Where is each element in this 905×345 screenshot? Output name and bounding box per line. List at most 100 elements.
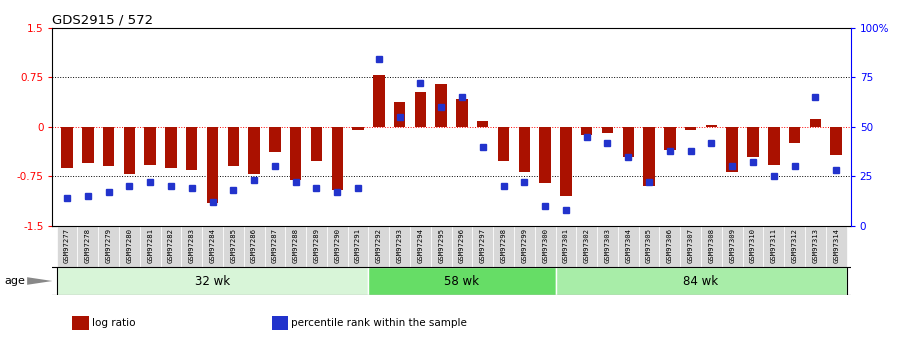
Text: GSM97285: GSM97285 [231, 228, 236, 263]
Bar [202, 226, 223, 267]
Text: GSM97289: GSM97289 [313, 228, 319, 263]
Bar [498, 127, 510, 161]
Text: percentile rank within the sample: percentile rank within the sample [291, 318, 467, 328]
Bar [331, 127, 343, 190]
Text: GSM97305: GSM97305 [646, 228, 653, 263]
Bar [618, 226, 639, 267]
Bar [727, 127, 738, 172]
Bar [805, 226, 825, 267]
Text: GSM97301: GSM97301 [563, 228, 569, 263]
Text: GSM97311: GSM97311 [771, 228, 776, 263]
Text: GSM97288: GSM97288 [292, 228, 299, 263]
Text: GSM97303: GSM97303 [605, 228, 611, 263]
Bar [410, 226, 431, 267]
Text: GSM97298: GSM97298 [500, 228, 507, 263]
Bar [228, 127, 239, 167]
Text: GSM97284: GSM97284 [210, 228, 215, 263]
Text: GSM97308: GSM97308 [709, 228, 714, 263]
Bar [57, 267, 368, 295]
Bar [810, 119, 821, 127]
Text: 32 wk: 32 wk [195, 275, 230, 288]
Bar [535, 226, 556, 267]
Text: GSM97280: GSM97280 [127, 228, 132, 263]
Bar [825, 226, 846, 267]
Bar [306, 226, 327, 267]
Bar [269, 127, 281, 152]
Text: GSM97306: GSM97306 [667, 228, 672, 263]
Bar [186, 127, 197, 170]
Bar [743, 226, 764, 267]
Bar [514, 226, 535, 267]
Text: GSM97295: GSM97295 [438, 228, 444, 263]
Bar [706, 126, 717, 127]
Bar [119, 226, 139, 267]
Text: GSM97277: GSM97277 [64, 228, 70, 263]
Text: GDS2915 / 572: GDS2915 / 572 [52, 13, 154, 27]
Text: GSM97281: GSM97281 [148, 228, 153, 263]
Text: GSM97309: GSM97309 [729, 228, 735, 263]
Bar [139, 226, 160, 267]
Bar [681, 226, 701, 267]
Bar [519, 127, 530, 172]
Bar [352, 127, 364, 130]
Bar [243, 226, 264, 267]
Text: GSM97302: GSM97302 [584, 228, 590, 263]
Bar [414, 92, 426, 127]
Bar [248, 127, 260, 175]
Bar [290, 127, 301, 180]
Bar [264, 226, 285, 267]
Bar [597, 226, 618, 267]
Text: GSM97313: GSM97313 [813, 228, 818, 263]
Bar [660, 226, 681, 267]
Bar [556, 267, 846, 295]
Bar [62, 127, 72, 168]
Text: GSM97279: GSM97279 [106, 228, 111, 263]
Bar [166, 127, 176, 168]
Text: GSM97282: GSM97282 [168, 228, 174, 263]
Bar [431, 226, 452, 267]
Bar [602, 127, 614, 134]
Bar [452, 226, 472, 267]
Bar [664, 127, 675, 150]
Bar [493, 226, 514, 267]
Text: GSM97299: GSM97299 [521, 228, 528, 263]
Bar [722, 226, 743, 267]
Bar [207, 127, 218, 203]
Bar [368, 267, 556, 295]
Bar [685, 127, 696, 130]
Text: GSM97293: GSM97293 [396, 228, 403, 263]
Text: GSM97296: GSM97296 [459, 228, 465, 263]
Bar [768, 127, 779, 165]
Text: GSM97304: GSM97304 [625, 228, 632, 263]
Text: GSM97278: GSM97278 [85, 228, 90, 263]
Bar [831, 127, 842, 155]
Text: GSM97291: GSM97291 [355, 228, 361, 263]
Text: GSM97290: GSM97290 [334, 228, 340, 263]
Bar [748, 127, 758, 157]
Bar [576, 226, 597, 267]
Text: log ratio: log ratio [92, 318, 136, 328]
Bar [539, 127, 551, 183]
Bar [99, 226, 119, 267]
Text: GSM97294: GSM97294 [417, 228, 424, 263]
Bar [472, 226, 493, 267]
Bar [223, 226, 243, 267]
Bar [348, 226, 368, 267]
Text: GSM97287: GSM97287 [272, 228, 278, 263]
Bar [368, 226, 389, 267]
Bar [103, 127, 114, 167]
Bar [181, 226, 202, 267]
Bar [456, 99, 468, 127]
Bar [764, 226, 784, 267]
Text: GSM97292: GSM97292 [376, 228, 382, 263]
Text: age: age [5, 276, 25, 286]
Bar [784, 226, 805, 267]
Text: GSM97312: GSM97312 [792, 228, 797, 263]
Bar [581, 127, 593, 135]
Bar [327, 226, 348, 267]
Text: GSM97283: GSM97283 [189, 228, 195, 263]
Bar [160, 226, 181, 267]
Bar [389, 226, 410, 267]
Text: GSM97314: GSM97314 [834, 228, 839, 263]
Bar [310, 127, 322, 161]
